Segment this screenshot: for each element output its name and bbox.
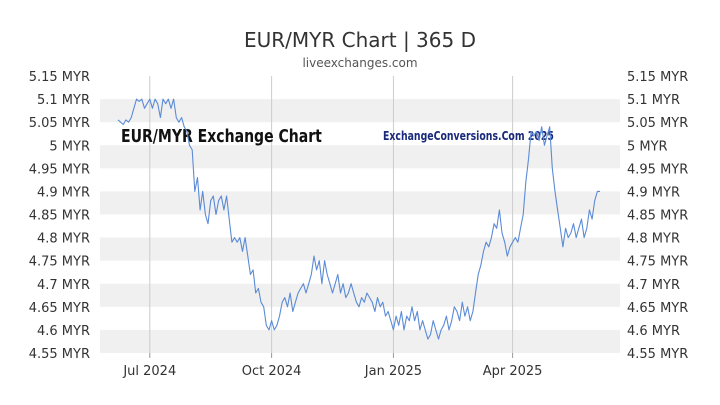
grid-bands bbox=[100, 99, 620, 353]
y-axis-right: 5.15 MYR 5.1 MYR 5.05 MYR 5 MYR 4.95 MYR 4.9 … bbox=[627, 70, 688, 362]
watermark-left: EUR/MYR Exchange Chart bbox=[121, 125, 322, 146]
grid-band bbox=[100, 237, 620, 261]
y-tick-label-left: 4.85 MYR bbox=[29, 209, 90, 224]
grid-band bbox=[100, 329, 620, 353]
y-tick-label-right: 5.1 MYR bbox=[627, 93, 680, 108]
series-group bbox=[117, 98, 600, 340]
y-tick-label-left: 4.55 MYR bbox=[29, 347, 90, 362]
y-tick-label-left: 5.05 MYR bbox=[29, 116, 90, 131]
x-tick-label: Apr 2025 bbox=[483, 364, 543, 379]
x-tick-label: Jul 2024 bbox=[122, 364, 176, 379]
x-tick-label: Oct 2024 bbox=[242, 364, 302, 379]
y-tick-label-left: 4.6 MYR bbox=[37, 324, 90, 339]
grid-band bbox=[100, 283, 620, 307]
chart-subtitle: liveexchanges.com bbox=[302, 56, 417, 70]
y-tick-label-right: 4.55 MYR bbox=[627, 347, 688, 362]
y-tick-label-right: 4.8 MYR bbox=[627, 232, 680, 247]
y-tick-label-left: 4.8 MYR bbox=[37, 232, 90, 247]
grid-band bbox=[100, 191, 620, 215]
y-tick-label-right: 5 MYR bbox=[627, 139, 668, 154]
y-tick-label-right: 4.9 MYR bbox=[627, 185, 680, 200]
y-tick-label-left: 4.65 MYR bbox=[29, 301, 90, 316]
y-tick-label-right: 4.7 MYR bbox=[627, 278, 680, 293]
y-tick-label-left: 5.15 MYR bbox=[29, 70, 90, 85]
y-axis-left: 5.15 MYR 5.1 MYR 5.05 MYR 5 MYR 4.95 MYR 4.9 … bbox=[29, 70, 90, 362]
y-tick-label-right: 4.95 MYR bbox=[627, 162, 688, 177]
y-tick-label-left: 5.1 MYR bbox=[37, 93, 90, 108]
y-tick-label-right: 4.85 MYR bbox=[627, 209, 688, 224]
y-tick-label-left: 4.75 MYR bbox=[29, 255, 90, 270]
x-tick-label: Jan 2025 bbox=[364, 364, 422, 379]
chart-title: EUR/MYR Chart | 365 D bbox=[244, 28, 476, 52]
y-tick-label-right: 5.05 MYR bbox=[627, 116, 688, 131]
x-axis: Jul 2024 Oct 2024 Jan 2025 Apr 2025 bbox=[122, 353, 542, 379]
y-tick-label-left: 4.95 MYR bbox=[29, 162, 90, 177]
grid-band bbox=[100, 145, 620, 169]
grid-band bbox=[100, 99, 620, 123]
y-tick-label-right: 4.65 MYR bbox=[627, 301, 688, 316]
y-tick-label-left: 5 MYR bbox=[49, 139, 90, 154]
series-line bbox=[117, 98, 600, 340]
y-tick-label-right: 4.6 MYR bbox=[627, 324, 680, 339]
y-tick-label-left: 4.9 MYR bbox=[37, 185, 90, 200]
vertical-gridlines bbox=[149, 76, 514, 353]
y-tick-label-right: 4.75 MYR bbox=[627, 255, 688, 270]
y-tick-label-left: 4.7 MYR bbox=[37, 278, 90, 293]
y-tick-label-right: 5.15 MYR bbox=[627, 70, 688, 85]
watermark-right: ExchangeConversions.Com 2025 bbox=[383, 129, 554, 143]
